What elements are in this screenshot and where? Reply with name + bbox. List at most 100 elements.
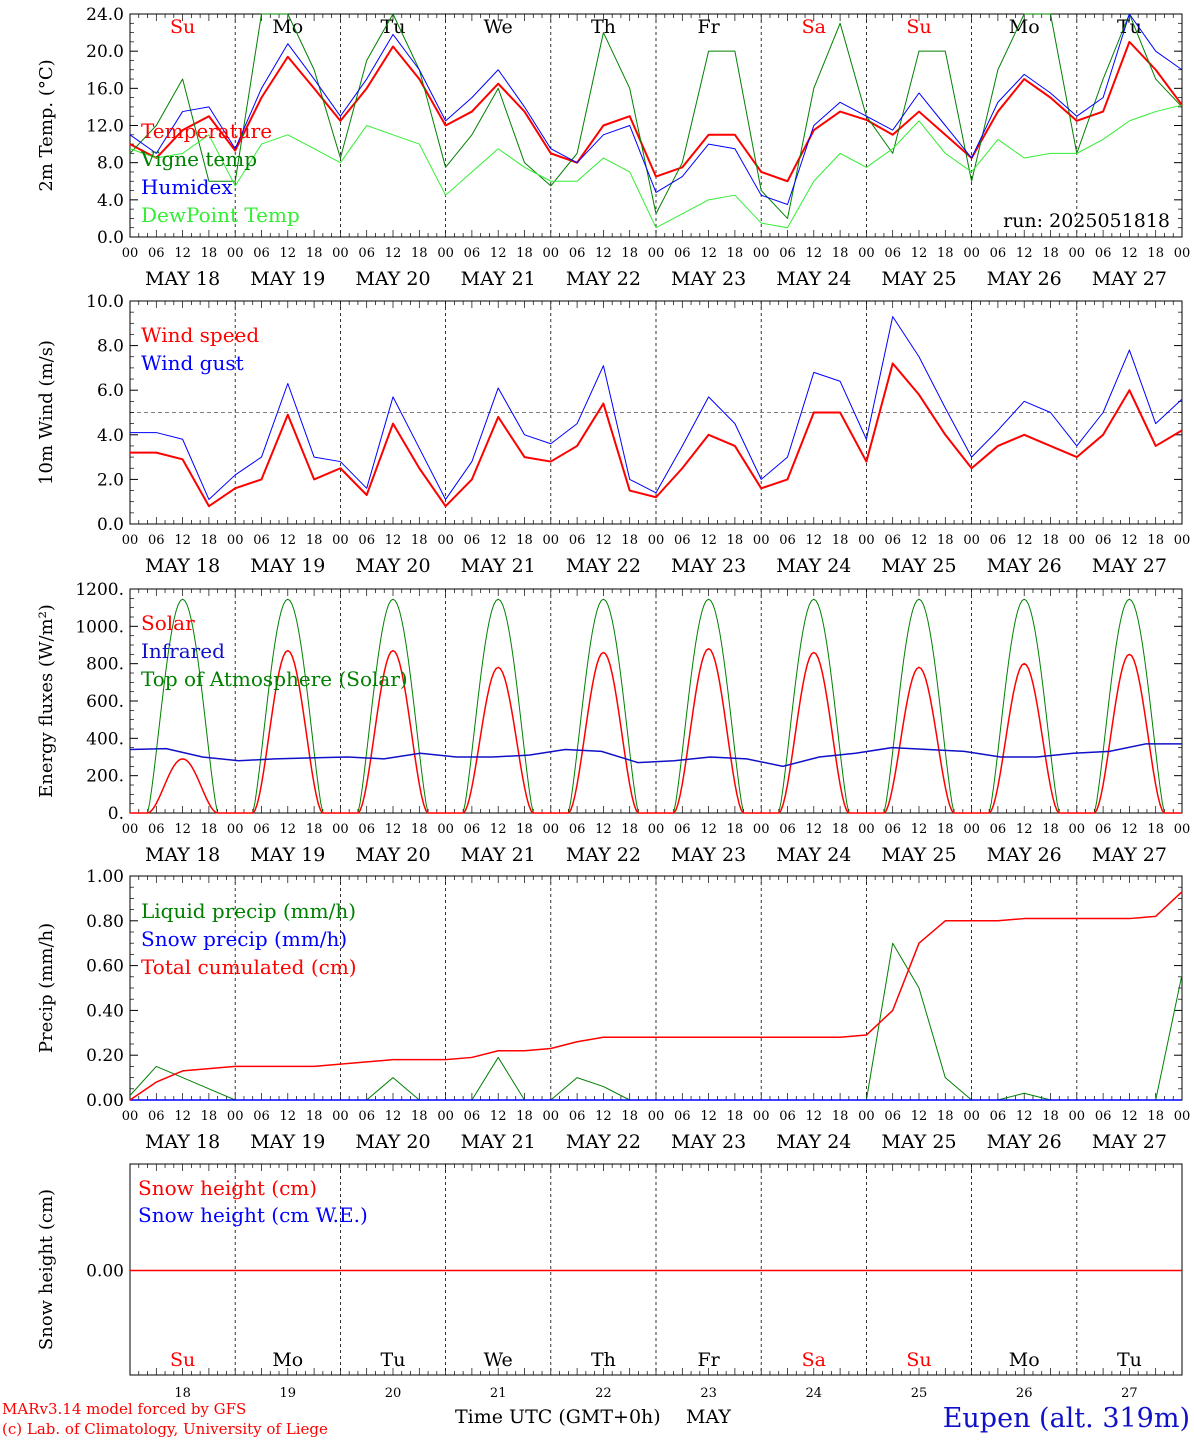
day-number: 18 [174, 1386, 191, 1401]
hour-tick-label: 18 [1147, 533, 1164, 548]
legend-entry: Wind speed [141, 323, 259, 347]
hour-tick-label: 00 [122, 1109, 139, 1124]
date-label: MAY 18 [145, 555, 220, 577]
y-tick-label: 0. [108, 804, 124, 824]
hour-tick-label: 00 [858, 246, 875, 261]
hour-tick-label: 18 [201, 246, 218, 261]
legend-entry: Liquid precip (mm/h) [141, 899, 356, 923]
hour-tick-label: 00 [1174, 246, 1191, 261]
hour-tick-label: 12 [280, 822, 297, 837]
hour-tick-label: 00 [963, 533, 980, 548]
hour-tick-label: 06 [674, 822, 691, 837]
hour-tick-label: 12 [174, 822, 191, 837]
hour-tick-label: 00 [437, 533, 454, 548]
day-number: 27 [1121, 1386, 1138, 1401]
hour-tick-label: 18 [516, 822, 533, 837]
hour-tick-label: 12 [700, 822, 717, 837]
hour-tick-label: 00 [1174, 533, 1191, 548]
hour-tick-label: 18 [621, 822, 638, 837]
legend-entry: Snow height (cm) [138, 1176, 317, 1200]
panel-2: 0.0 2.0 4.0 6.0 8.0 10.0 10m Wind (m/s) 00 06 12 1… [36, 292, 1190, 577]
date-label: MAY 19 [250, 555, 325, 577]
date-label: MAY 26 [987, 1131, 1062, 1153]
hour-tick-label: 12 [1121, 246, 1138, 261]
series-line-4 [129, 104, 1183, 229]
hour-tick-label: 00 [227, 1109, 244, 1124]
date-label: MAY 24 [776, 1131, 851, 1153]
hour-tick-label: 18 [937, 822, 954, 837]
hour-tick-label: 00 [437, 822, 454, 837]
hour-tick-label: 18 [727, 1109, 744, 1124]
hour-tick-label: 12 [280, 246, 297, 261]
hour-tick-label: 00 [332, 533, 349, 548]
series-line-3 [129, 13, 1183, 205]
weekday-label: Th [591, 16, 616, 38]
hour-tick-label: 12 [911, 1109, 928, 1124]
series-line-2 [129, 13, 1183, 219]
hour-tick-label: 18 [516, 1109, 533, 1124]
series-group [129, 598, 1182, 814]
hour-tick-label: 06 [779, 246, 796, 261]
hour-tick-label: 12 [174, 533, 191, 548]
hour-tick-label: 18 [201, 533, 218, 548]
hour-tick-label: 06 [674, 1109, 691, 1124]
hour-tick-label: 06 [1095, 533, 1112, 548]
date-label: MAY 24 [776, 268, 851, 290]
day-number: 20 [385, 1386, 402, 1401]
hour-tick-label: 00 [1069, 533, 1086, 548]
hour-tick-label: 18 [727, 533, 744, 548]
hour-tick-label: 00 [332, 246, 349, 261]
day-number: 21 [490, 1386, 507, 1401]
y-tick-label: 6.0 [97, 381, 124, 401]
hour-tick-label: 06 [779, 822, 796, 837]
hour-tick-label: 00 [858, 1109, 875, 1124]
y-tick-label: 0.0 [97, 515, 124, 535]
hour-tick-label: 00 [437, 1109, 454, 1124]
credit-line-1: MARv3.14 model forced by GFS [2, 1400, 246, 1418]
day-number: 22 [595, 1386, 612, 1401]
hour-tick-label: 06 [148, 533, 165, 548]
date-label: MAY 23 [671, 844, 746, 866]
series-line-1 [129, 40, 1183, 183]
date-label: MAY 20 [355, 555, 430, 577]
date-label: MAY 22 [566, 1131, 641, 1153]
series-group [129, 13, 1183, 229]
date-label: MAY 18 [145, 268, 220, 290]
hour-tick-label: 06 [464, 1109, 481, 1124]
date-label: MAY 25 [881, 555, 956, 577]
hour-tick-label: 06 [990, 246, 1007, 261]
date-label: MAY 27 [1092, 555, 1167, 577]
series-line-1 [130, 362, 1183, 508]
hour-tick-label: 12 [490, 1109, 507, 1124]
y-tick-label: 0.60 [86, 957, 124, 977]
hour-tick-label: 18 [832, 822, 849, 837]
hour-tick-label: 00 [437, 246, 454, 261]
hour-tick-label: 00 [227, 246, 244, 261]
hour-tick-label: 00 [543, 1109, 560, 1124]
hour-tick-label: 06 [253, 533, 270, 548]
hour-tick-label: 06 [884, 246, 901, 261]
weekday-label: Fr [697, 1349, 720, 1371]
day-number: 24 [806, 1386, 823, 1401]
weekday-label: Sa [802, 1349, 826, 1371]
hour-tick-label: 06 [253, 246, 270, 261]
hour-tick-label: 18 [727, 822, 744, 837]
series-group [130, 316, 1183, 508]
y-tick-label: 1000. [75, 617, 124, 637]
y-tick-label: 1.00 [86, 867, 124, 887]
hour-tick-label: 18 [621, 1109, 638, 1124]
weekday-label: Sa [802, 16, 826, 38]
hour-tick-label: 06 [990, 533, 1007, 548]
hour-tick-label: 18 [1042, 822, 1059, 837]
day-number: 26 [1016, 1386, 1033, 1401]
hour-tick-label: 00 [543, 822, 560, 837]
y-tick-label: 4.0 [97, 426, 124, 446]
hour-tick-label: 18 [1147, 1109, 1164, 1124]
hour-tick-label: 12 [595, 246, 612, 261]
hour-tick-label: 18 [937, 1109, 954, 1124]
date-label: MAY 19 [250, 268, 325, 290]
legend-entry: DewPoint Temp [141, 203, 300, 227]
hour-tick-label: 12 [595, 822, 612, 837]
legend-entry: Solar [141, 611, 195, 635]
hour-tick-label: 12 [174, 246, 191, 261]
